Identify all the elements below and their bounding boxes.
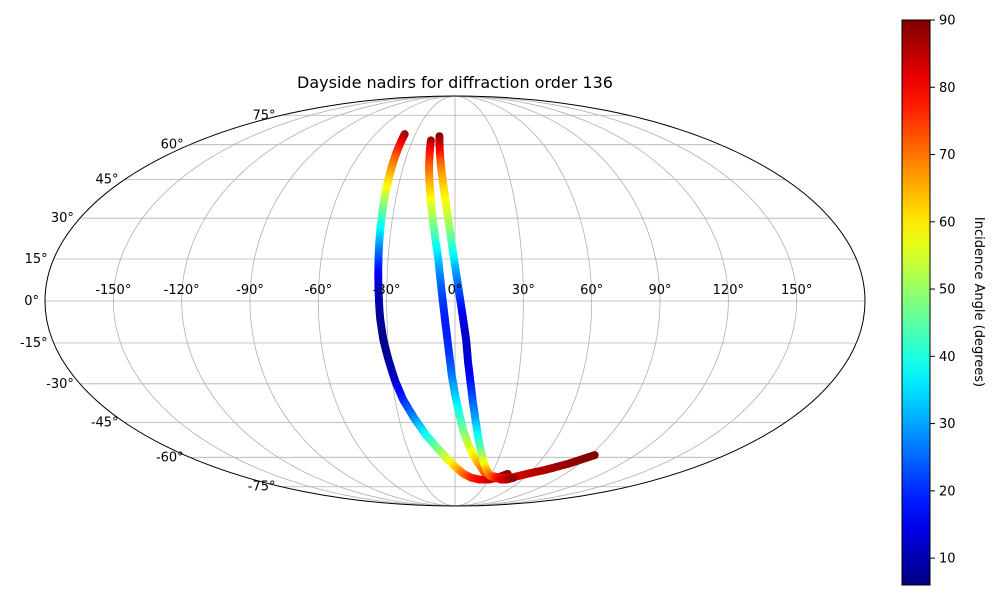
longitude-tick-label: -30° [373, 283, 401, 298]
colorbar-tick-label: 90 [939, 14, 956, 29]
grid-longitude-line [454, 96, 593, 506]
grid-longitude-line [249, 96, 456, 506]
longitude-tick-label: -90° [236, 283, 264, 298]
longitude-tick-label: -120° [164, 283, 200, 298]
longitude-tick-label: -60° [304, 283, 332, 298]
colorbar-tick-label: 50 [939, 283, 956, 298]
grid-longitude-line [112, 96, 456, 506]
grid-longitude-line [386, 96, 456, 506]
map-boundary [44, 95, 866, 507]
data-point [590, 451, 599, 460]
latitude-tick-label: 75° [252, 108, 275, 123]
latitude-tick-label: -45° [91, 415, 119, 430]
longitude-tick-label: -150° [95, 283, 131, 298]
colorbar-gradient [901, 19, 931, 586]
colorbar-tick-label: 70 [939, 148, 956, 163]
latitude-tick-label: -15° [20, 336, 48, 351]
longitude-tick-label: 120° [713, 283, 744, 298]
colorbar-tick-label: 40 [939, 350, 956, 365]
longitude-tick-label: 30° [512, 283, 535, 298]
grid-longitude-line [454, 96, 524, 506]
latitude-tick-label: -75° [248, 480, 276, 495]
longitude-tick-label: 90° [648, 283, 671, 298]
data-point [509, 473, 518, 482]
latitude-tick-label: 30° [51, 211, 74, 226]
longitude-tick-label: 60° [580, 283, 603, 298]
colorbar-tick-label: 60 [939, 215, 956, 230]
colorbar-tick-label: 80 [939, 81, 956, 96]
longitude-tick-label: 0° [448, 283, 463, 298]
data-points [374, 130, 599, 484]
colorbar: 10 20 30 40 50 60 70 80 90 Incidence Angle (degr… [901, 14, 986, 586]
colorbar-ticks: 10 20 30 40 50 60 70 80 90 [930, 14, 956, 567]
colorbar-tick-label: 30 [939, 417, 956, 432]
longitude-tick-labels: -150° -120° -90° -60° -30° 0° 30° 60° 90° 120° 150… [95, 283, 812, 298]
grid-longitude-line [317, 96, 456, 506]
graticule [45, 96, 865, 506]
latitude-tick-labels: 75° 60° 45° 30° 15° 0° -15° -30° -45° -60° -75° [20, 108, 276, 494]
latitude-tick-label: 45° [96, 173, 119, 188]
grid-longitude-line [454, 96, 798, 506]
chart-title: Dayside nadirs for diffraction order 136 [297, 73, 613, 92]
latitude-tick-label: 15° [25, 252, 48, 267]
latitude-tick-label: -60° [156, 450, 184, 465]
latitude-tick-label: -30° [46, 377, 74, 392]
grid-longitude-line [181, 96, 456, 506]
grid-longitude-line [454, 96, 729, 506]
longitude-tick-label: 150° [781, 283, 812, 298]
colorbar-tick-label: 20 [939, 484, 956, 499]
colorbar-tick-label: 10 [939, 552, 956, 567]
colorbar-label: Incidence Angle (degrees) [971, 217, 986, 387]
latitude-tick-label: 0° [24, 294, 39, 309]
latitude-tick-label: 60° [161, 138, 184, 153]
